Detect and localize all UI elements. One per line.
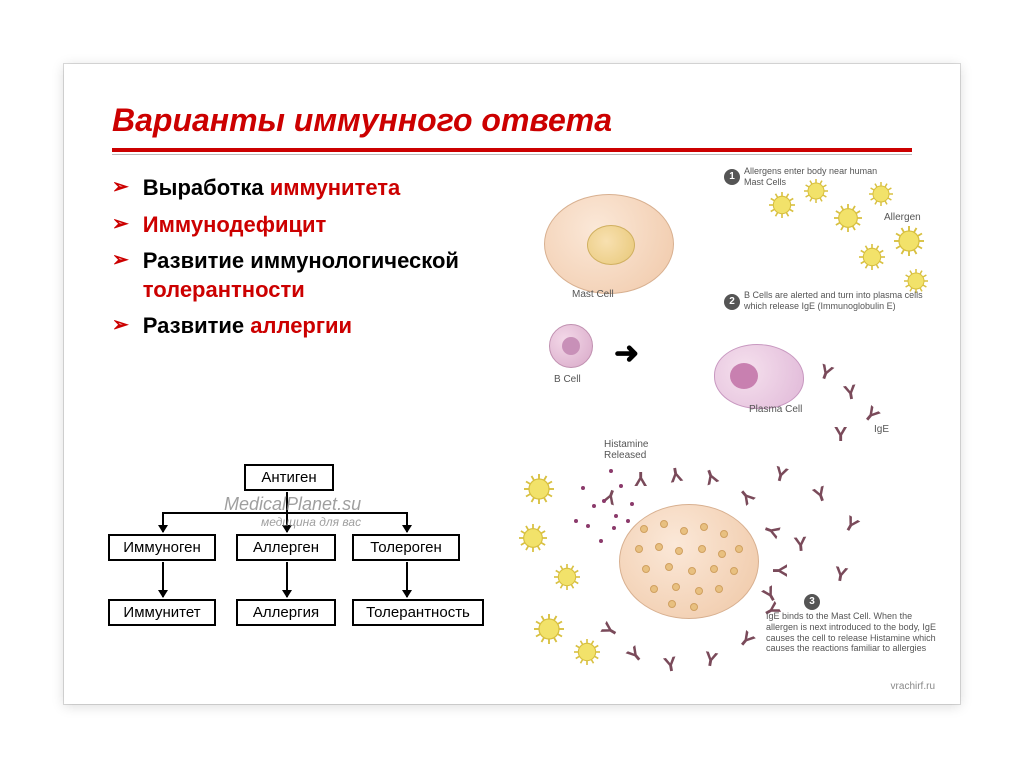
b-cell [549,324,593,368]
flow-box-antigen: Антиген [244,464,334,491]
antibody-icon: Y [832,563,849,588]
histamine-dot [581,486,585,490]
bullet-marker-icon: ➢ [112,211,129,237]
bullet-item: ➢ Развитие иммунологической толерантности [112,247,482,304]
antibody-icon: Y [842,381,859,406]
arrow-icon: ➜ [614,336,639,371]
diagram-label: IgE [874,424,889,435]
antibody-icon: Y [758,520,784,540]
antigen-flowchart: Антиген Иммуноген Аллерген Толероген Иммунит… [104,464,484,644]
flow-arrow-down-icon [162,562,164,597]
antibody-icon: Y [600,482,620,508]
bullet-marker-icon: ➢ [112,247,129,273]
diagram-label: Allergen [884,212,921,223]
allergen-icon [859,244,885,270]
antibody-icon: Y [634,466,647,489]
flow-box-immunity: Иммунитет [108,599,216,626]
slide-title: Варианты иммунного ответа [112,102,612,139]
allergen-icon [834,204,862,232]
antibody-icon: Y [733,627,758,653]
bullet-list: ➢ Выработка иммунитета ➢ Иммунодефицит ➢ Разв… [112,174,482,349]
diagram-label: B Cell [554,374,581,385]
mast-cell-bottom [619,504,759,619]
antibody-icon: Y [839,512,862,539]
step-caption: B Cells are alerted and turn into plasma… [744,290,924,312]
bullet-item: ➢ Выработка иммунитета [112,174,482,203]
antibody-icon: Y [700,462,720,488]
histamine-dot [614,514,618,518]
antibody-icon: Y [733,482,758,508]
flow-box-tolerance: Толерантность [352,599,484,626]
bullet-text: Выработка иммунитета [143,174,482,203]
step-caption: IgE binds to the Mast Cell. When the all… [766,611,941,654]
antibody-icon: Y [793,533,808,557]
slide: Варианты иммунного ответа ➢ Выработка имм… [64,64,960,704]
step-caption: Allergens enter body near human Mast Cel… [744,166,884,188]
flow-box-allergy: Аллергия [236,599,336,626]
allergen-icon [519,524,547,552]
footer-credit: vrachirf.ru [891,681,935,692]
bullet-text: Иммунодефицит [143,211,482,240]
allergen-icon [524,474,554,504]
step-number: 2 [724,294,740,310]
antibody-icon: Y [810,482,830,508]
histamine-dot [602,499,606,503]
watermark: MedicalPlanet.suмедицина для вас [224,494,361,529]
histamine-dot [599,539,603,543]
bullet-text: Развитие иммунологической толерантности [143,247,482,304]
histamine-dot [609,469,613,473]
antibody-icon: Y [767,564,790,577]
flow-arrow-down-icon [406,562,408,597]
allergen-icon [894,226,924,256]
antibody-icon: Y [815,360,835,386]
mast-cell-top [544,194,674,294]
flow-box-immunogen: Иммуноген [108,534,216,561]
flow-arrow-down-icon [406,514,408,532]
immune-cell-diagram: ➜YYYYYYYYYYYYYYYYYYYYYYY1Allergens enter… [514,164,944,674]
histamine-dot [626,519,630,523]
plasma-cell [714,344,804,409]
flow-arrow-down-icon [286,562,288,597]
histamine-dot [630,502,634,506]
step-number: 3 [804,594,820,610]
histamine-dot [586,524,590,528]
bullet-marker-icon: ➢ [112,312,129,338]
histamine-dot [592,504,596,508]
antibody-icon: Y [667,461,684,486]
antibody-icon: Y [771,463,790,489]
bullet-item: ➢ Развитие аллергии [112,312,482,341]
histamine-dot [574,519,578,523]
antibody-icon: Y [623,642,648,668]
allergen-icon [574,639,600,665]
allergen-icon [554,564,580,590]
diagram-label: Mast Cell [572,289,614,300]
title-rule [112,148,912,152]
histamine-dot [619,484,623,488]
bullet-item: ➢ Иммунодефицит [112,211,482,240]
bullet-marker-icon: ➢ [112,174,129,200]
antibody-icon: Y [834,424,847,447]
flow-arrow-down-icon [162,514,164,532]
histamine-dot [612,526,616,530]
flow-box-tolerogen: Толероген [352,534,460,561]
antibody-icon: Y [702,648,719,673]
allergen-icon [769,192,795,218]
bullet-text: Развитие аллергии [143,312,482,341]
diagram-label: Plasma Cell [749,404,802,415]
antibody-icon: Y [597,619,624,642]
allergen-icon [534,614,564,644]
diagram-label: Histamine Released [604,439,674,461]
flow-box-allergen: Аллерген [236,534,336,561]
step-number: 1 [724,169,740,185]
antibody-icon: Y [662,653,679,678]
